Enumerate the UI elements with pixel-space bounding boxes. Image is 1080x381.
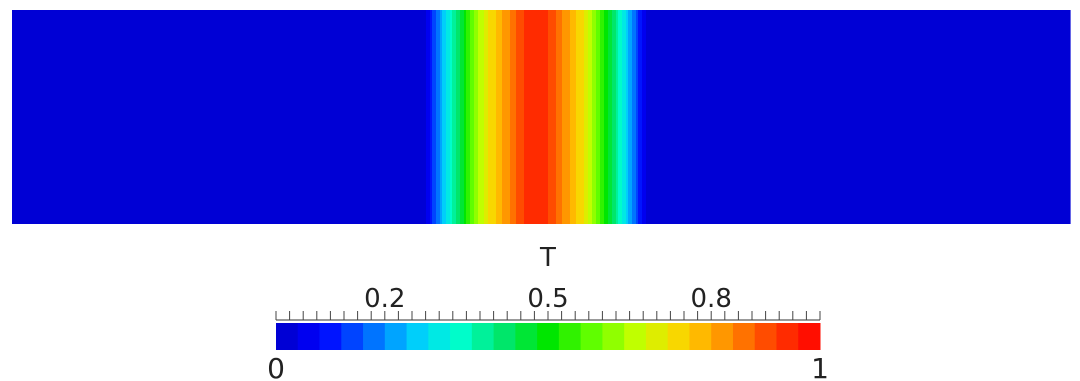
colorbar-band — [646, 323, 668, 350]
colorbar-band — [494, 323, 516, 350]
colorbar-band — [341, 323, 363, 350]
colorbar-band — [407, 323, 429, 350]
colorbar-band — [602, 323, 624, 350]
colorbar-band — [515, 323, 537, 350]
colorbar-band — [689, 323, 711, 350]
colorbar-band — [363, 323, 385, 350]
colorbar-max-label: 1 — [811, 352, 829, 381]
colorbar-tick-label: 0.8 — [691, 284, 732, 314]
colorbar-band — [581, 323, 603, 350]
colorbar-band — [559, 323, 581, 350]
colorbar-band — [450, 323, 472, 350]
colorbar-band — [624, 323, 646, 350]
colorbar-min-label: 0 — [267, 352, 285, 381]
colorbar-tick-label: 0.5 — [527, 284, 568, 314]
colorbar-band — [472, 323, 494, 350]
colorbar-band — [298, 323, 320, 350]
colorbar-band — [428, 323, 450, 350]
colorbar-band — [755, 323, 777, 350]
colorbar-title: T — [539, 243, 556, 273]
colorbar-band — [668, 323, 690, 350]
colorbar-tick-label: 0.2 — [364, 284, 405, 314]
colorbar-band — [798, 323, 820, 350]
colorbar-band — [733, 323, 755, 350]
colorbar-band — [711, 323, 733, 350]
colorbar-bands — [276, 323, 821, 350]
colorbar-band — [385, 323, 407, 350]
colorbar-band — [320, 323, 342, 350]
colorbar-band — [276, 323, 298, 350]
colorbar-band — [776, 323, 798, 350]
colorbar-band — [537, 323, 559, 350]
